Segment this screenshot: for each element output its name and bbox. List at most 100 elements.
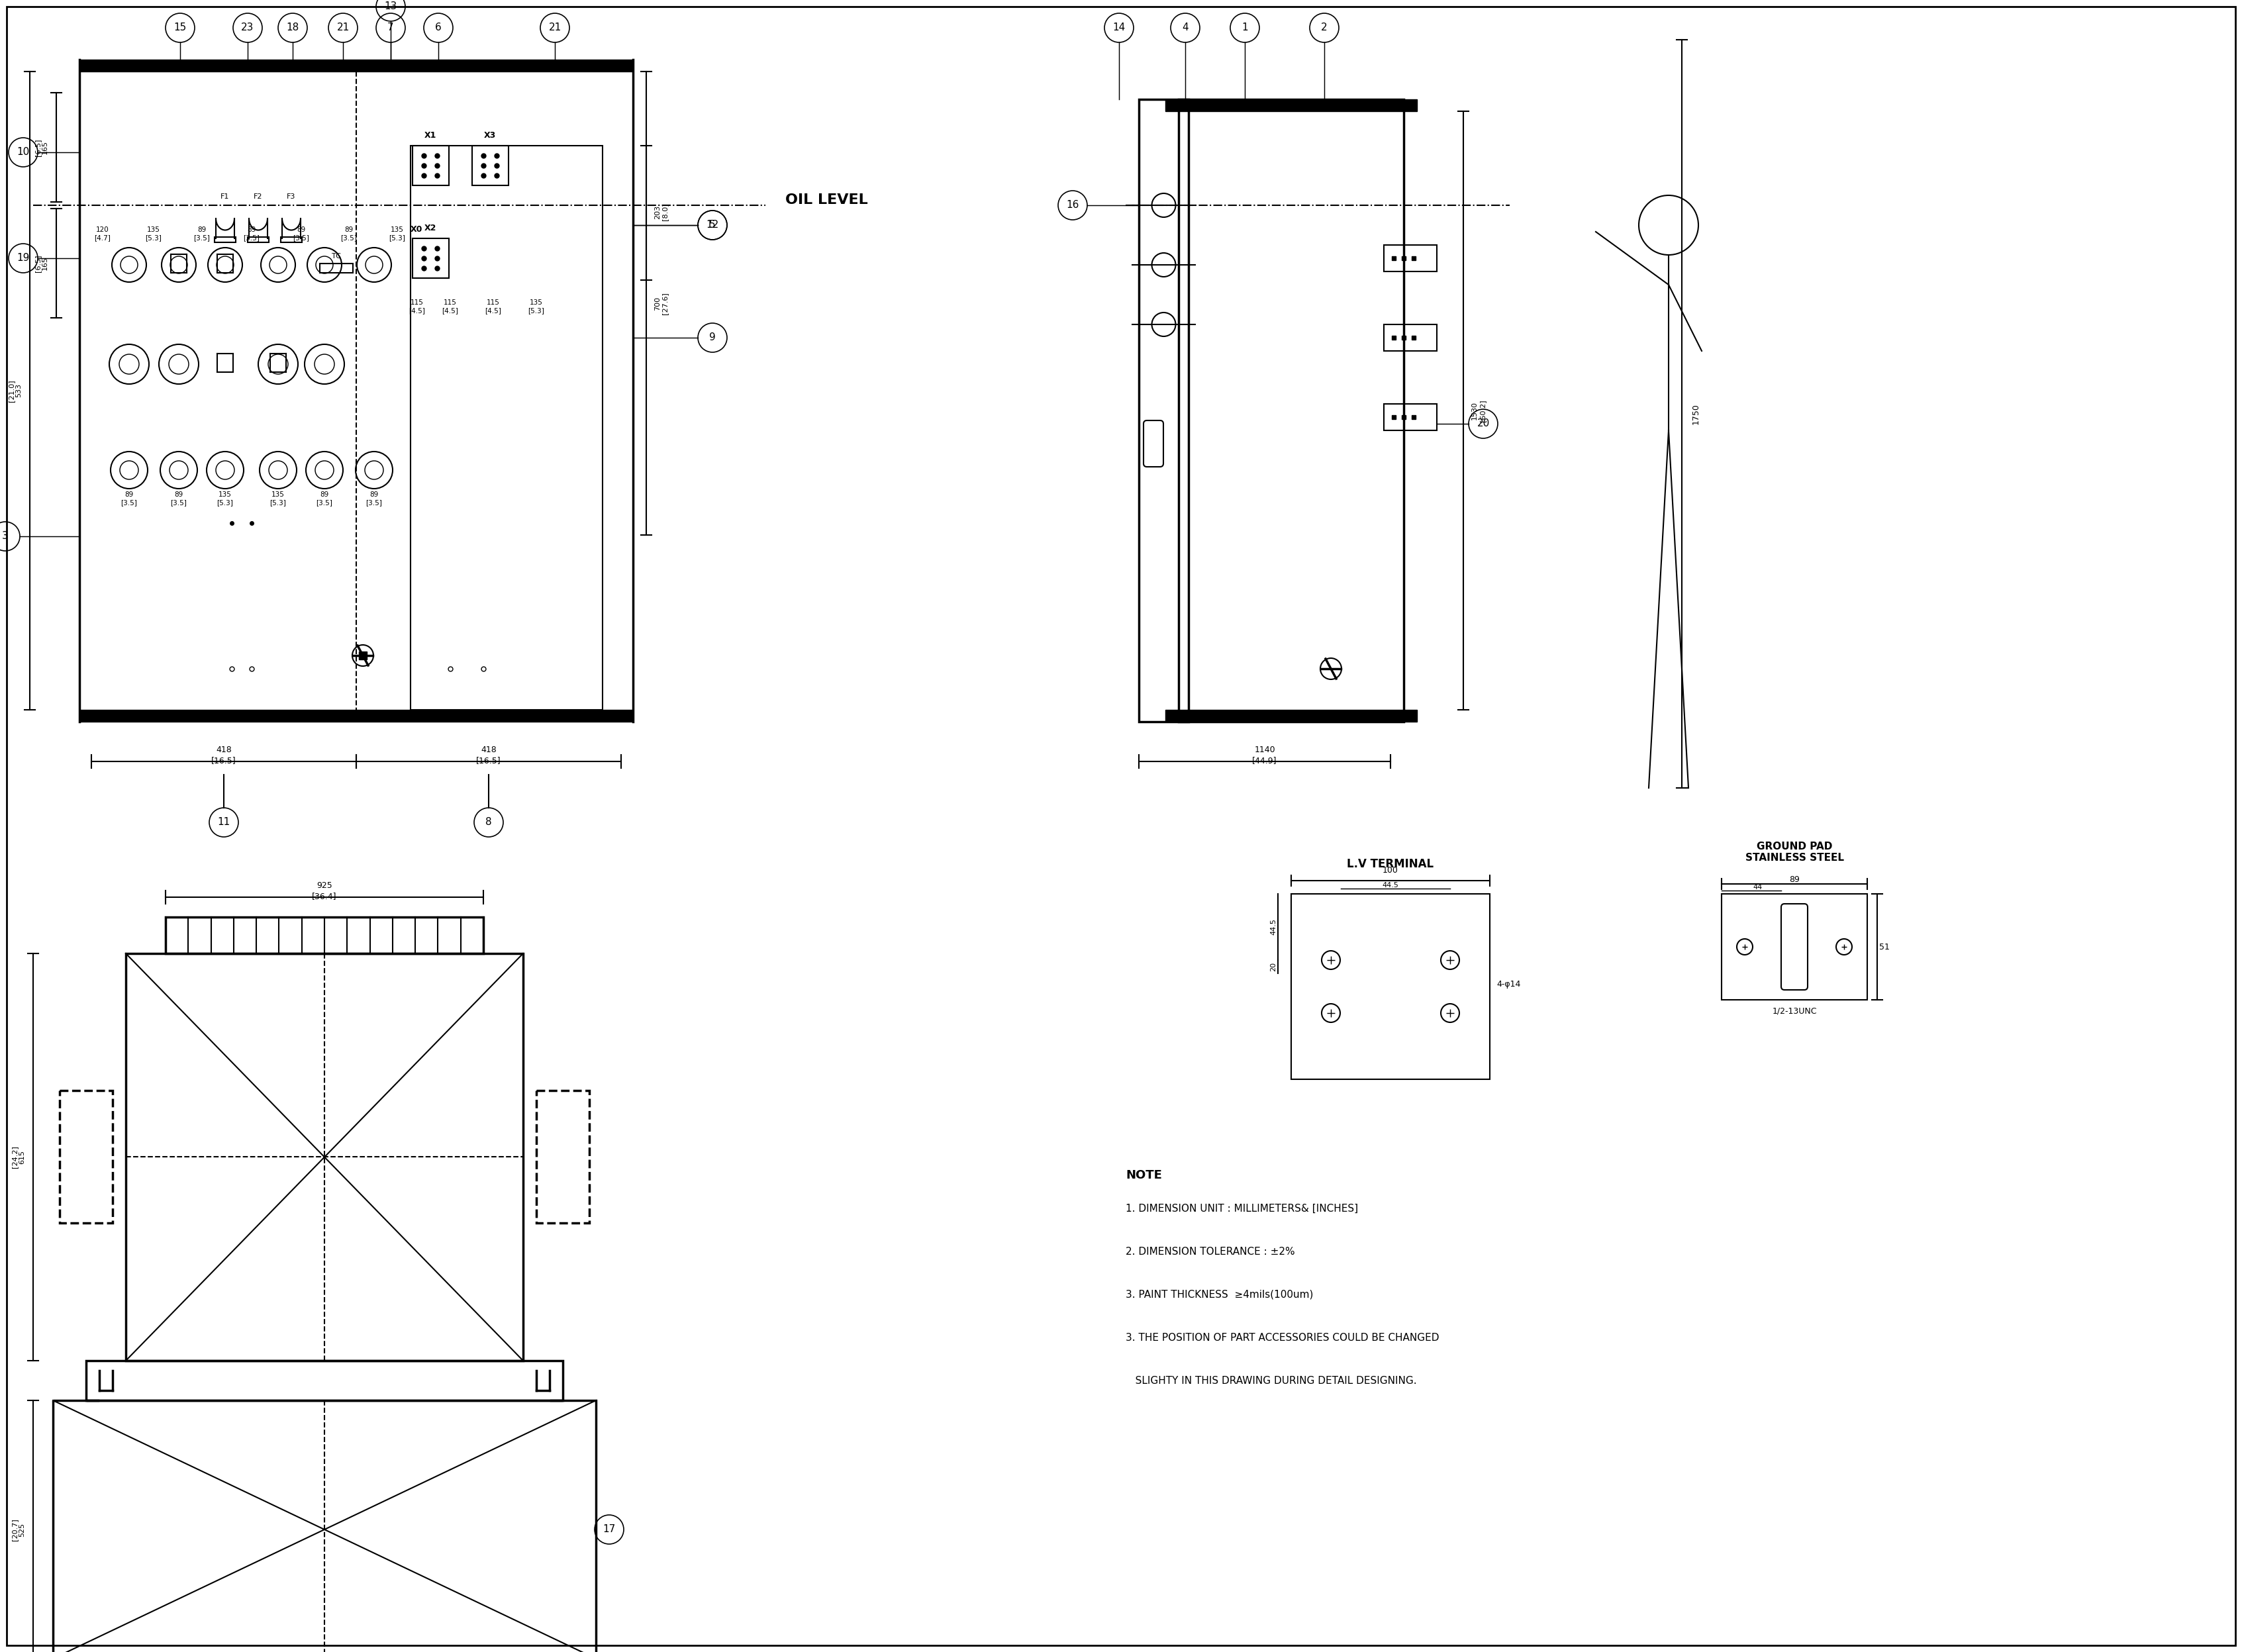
Text: [8.0]: [8.0] [661,203,668,221]
Text: 51: 51 [1879,943,1890,952]
Text: [24.2]: [24.2] [11,1145,18,1168]
Text: X0: X0 [410,225,424,233]
Bar [54,1401,596,1652]
Text: 19: 19 [16,253,29,263]
Text: [3.5]: [3.5] [121,499,137,506]
Text: 44: 44 [1753,884,1762,890]
Text: 115: 115 [487,299,500,306]
Text: 1140: 1140 [1253,745,1276,755]
Text: 135: 135 [271,491,285,497]
Bar [1383,403,1437,431]
Text: 17: 17 [603,1525,617,1535]
Text: X2: X2 [424,223,437,233]
Text: 1. DIMENSION UNIT : MILLIMETERS& [INCHES]: 1. DIMENSION UNIT : MILLIMETERS& [INCHES… [1125,1204,1359,1214]
Bar [1139,99,1188,722]
Text: [4.5]: [4.5] [408,307,426,314]
Text: NOTE: NOTE [1125,1170,1161,1181]
Text: 115: 115 [410,299,424,306]
Text: [20.7]: [20.7] [11,1518,18,1541]
Text: [3.5]: [3.5] [341,235,356,241]
Text: TC: TC [332,253,341,259]
Text: [3.5]: [3.5] [316,499,332,506]
Text: 120: 120 [96,226,110,233]
Text: 700: 700 [655,296,661,311]
Text: [5.3]: [5.3] [390,235,406,241]
Text: 3. PAINT THICKNESS  ≥4mils(100um): 3. PAINT THICKNESS ≥4mils(100um) [1125,1290,1314,1300]
Bar [280,236,303,243]
Bar [413,145,448,185]
Text: 615: 615 [18,1150,25,1163]
Text: [3.5]: [3.5] [365,499,383,506]
Text: [3.5]: [3.5] [170,499,186,506]
Bar [471,145,509,185]
Text: OIL LEVEL: OIL LEVEL [785,193,868,206]
Text: 418: 418 [480,745,495,755]
Bar [413,238,448,278]
Text: 89: 89 [247,226,256,233]
Bar [1722,894,1868,999]
Text: 418: 418 [215,745,231,755]
Text: [5.3]: [5.3] [269,499,287,506]
Text: 89: 89 [197,226,206,233]
Text: GROUND PAD
STAINLESS STEEL: GROUND PAD STAINLESS STEEL [1744,841,1843,862]
Text: 135: 135 [529,299,543,306]
Text: 925: 925 [316,881,332,890]
Bar [61,1090,112,1222]
Text: 135: 135 [148,226,159,233]
Text: 20: 20 [1269,961,1276,971]
Text: [4.5]: [4.5] [484,307,502,314]
Text: 89: 89 [1789,876,1800,884]
Text: 18: 18 [287,23,298,33]
Text: [4.7]: [4.7] [94,235,110,241]
Text: 3. THE POSITION OF PART ACCESSORIES COULD BE CHANGED: 3. THE POSITION OF PART ACCESSORIES COUL… [1125,1333,1439,1343]
Text: 165: 165 [43,140,49,154]
Text: [60.2]: [60.2] [1480,400,1486,421]
Text: [3.5]: [3.5] [244,235,260,241]
Text: 135: 135 [390,226,404,233]
Text: X1: X1 [424,131,437,140]
Text: 44.5: 44.5 [1269,919,1276,935]
Text: 1: 1 [1242,23,1249,33]
Text: 6: 6 [435,23,442,33]
Text: 13: 13 [383,2,397,12]
Text: 1750: 1750 [1693,403,1699,425]
Text: [5.3]: [5.3] [529,307,545,314]
Text: F1: F1 [220,193,229,200]
Text: 165: 165 [43,256,49,271]
Text: 15: 15 [173,23,186,33]
Text: F3: F3 [287,193,296,200]
Text: [44.9]: [44.9] [1253,757,1278,765]
Text: 525: 525 [18,1523,25,1536]
Text: 89: 89 [175,491,184,497]
Text: [5.3]: [5.3] [146,235,161,241]
Bar [166,917,484,953]
Text: 533: 533 [16,383,22,398]
Text: 9: 9 [708,332,715,342]
Bar [1383,244,1437,271]
Bar [85,1361,563,1401]
Text: SLIGHTY IN THIS DRAWING DURING DETAIL DESIGNING.: SLIGHTY IN THIS DRAWING DURING DETAIL DE… [1125,1376,1417,1386]
Text: 89: 89 [321,491,330,497]
Text: 16: 16 [1067,200,1078,210]
Bar [78,59,632,71]
Text: F2: F2 [253,193,262,200]
Text: 89: 89 [370,491,379,497]
Text: [16.5]: [16.5] [475,757,502,765]
Text: 135: 135 [217,491,231,497]
Bar [78,710,632,722]
Bar [126,953,522,1361]
Bar [1166,710,1417,722]
Text: X3: X3 [484,131,495,140]
Text: 20: 20 [1477,420,1489,430]
Text: 5: 5 [708,220,715,230]
Text: 8: 8 [487,818,491,828]
Text: 21: 21 [336,23,350,33]
Text: 23: 23 [242,23,253,33]
Text: [36.4]: [36.4] [312,892,336,900]
Text: [21.0]: [21.0] [9,380,13,401]
Text: 115: 115 [444,299,457,306]
Bar [410,145,603,710]
Text: 1530: 1530 [1471,401,1477,420]
Text: 7: 7 [388,23,395,33]
Text: 89: 89 [345,226,354,233]
